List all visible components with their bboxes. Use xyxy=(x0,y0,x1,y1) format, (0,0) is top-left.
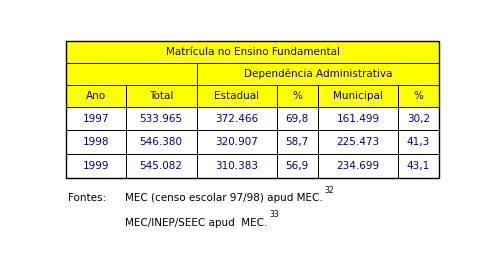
Bar xyxy=(197,63,439,85)
Text: 545.082: 545.082 xyxy=(140,161,182,171)
Bar xyxy=(277,154,318,178)
Text: Municipal: Municipal xyxy=(333,91,383,101)
Bar xyxy=(318,154,398,178)
Bar xyxy=(197,107,277,131)
Text: 1999: 1999 xyxy=(83,161,109,171)
Bar xyxy=(126,107,197,131)
Bar xyxy=(277,131,318,154)
Text: 372.466: 372.466 xyxy=(215,114,258,124)
Text: Estadual: Estadual xyxy=(214,91,259,101)
Text: %: % xyxy=(292,91,302,101)
Text: 225.473: 225.473 xyxy=(336,137,380,147)
Text: 1998: 1998 xyxy=(83,137,109,147)
Bar xyxy=(66,131,126,154)
Text: 161.499: 161.499 xyxy=(336,114,380,124)
Bar xyxy=(318,107,398,131)
Bar xyxy=(398,107,439,131)
Bar xyxy=(66,42,439,178)
Text: 234.699: 234.699 xyxy=(336,161,380,171)
Text: MEC/INEP/SEEC apud  MEC.: MEC/INEP/SEEC apud MEC. xyxy=(125,218,268,228)
Bar xyxy=(277,85,318,107)
Text: MEC (censo escolar 97/98) apud MEC.: MEC (censo escolar 97/98) apud MEC. xyxy=(125,193,323,203)
Bar xyxy=(197,154,277,178)
Text: 30,2: 30,2 xyxy=(407,114,430,124)
Text: %: % xyxy=(414,91,423,101)
Bar xyxy=(197,131,277,154)
Bar xyxy=(126,131,197,154)
Bar xyxy=(66,107,126,131)
Bar xyxy=(318,131,398,154)
Text: 58,7: 58,7 xyxy=(285,137,309,147)
Bar xyxy=(318,85,398,107)
Text: 533.965: 533.965 xyxy=(140,114,183,124)
Bar xyxy=(66,63,197,85)
Bar xyxy=(126,154,197,178)
Text: 320.907: 320.907 xyxy=(215,137,258,147)
Text: Fontes:: Fontes: xyxy=(68,193,106,203)
Text: Dependência Administrativa: Dependência Administrativa xyxy=(244,69,392,79)
Text: 1997: 1997 xyxy=(83,114,109,124)
Text: 41,3: 41,3 xyxy=(407,137,430,147)
Bar xyxy=(398,85,439,107)
Bar xyxy=(277,107,318,131)
Bar xyxy=(66,85,126,107)
Text: 43,1: 43,1 xyxy=(407,161,430,171)
Text: 546.380: 546.380 xyxy=(140,137,182,147)
Text: Matrícula no Ensino Fundamental: Matrícula no Ensino Fundamental xyxy=(166,47,340,57)
Text: 69,8: 69,8 xyxy=(285,114,309,124)
Text: 310.383: 310.383 xyxy=(215,161,258,171)
Bar xyxy=(66,154,126,178)
Text: 32: 32 xyxy=(324,185,334,195)
Text: Total: Total xyxy=(149,91,174,101)
Text: 33: 33 xyxy=(269,210,279,219)
Bar xyxy=(398,154,439,178)
Text: 56,9: 56,9 xyxy=(285,161,309,171)
Bar xyxy=(66,42,439,63)
Bar xyxy=(197,85,277,107)
Bar xyxy=(126,85,197,107)
Bar xyxy=(398,131,439,154)
Text: Ano: Ano xyxy=(86,91,106,101)
